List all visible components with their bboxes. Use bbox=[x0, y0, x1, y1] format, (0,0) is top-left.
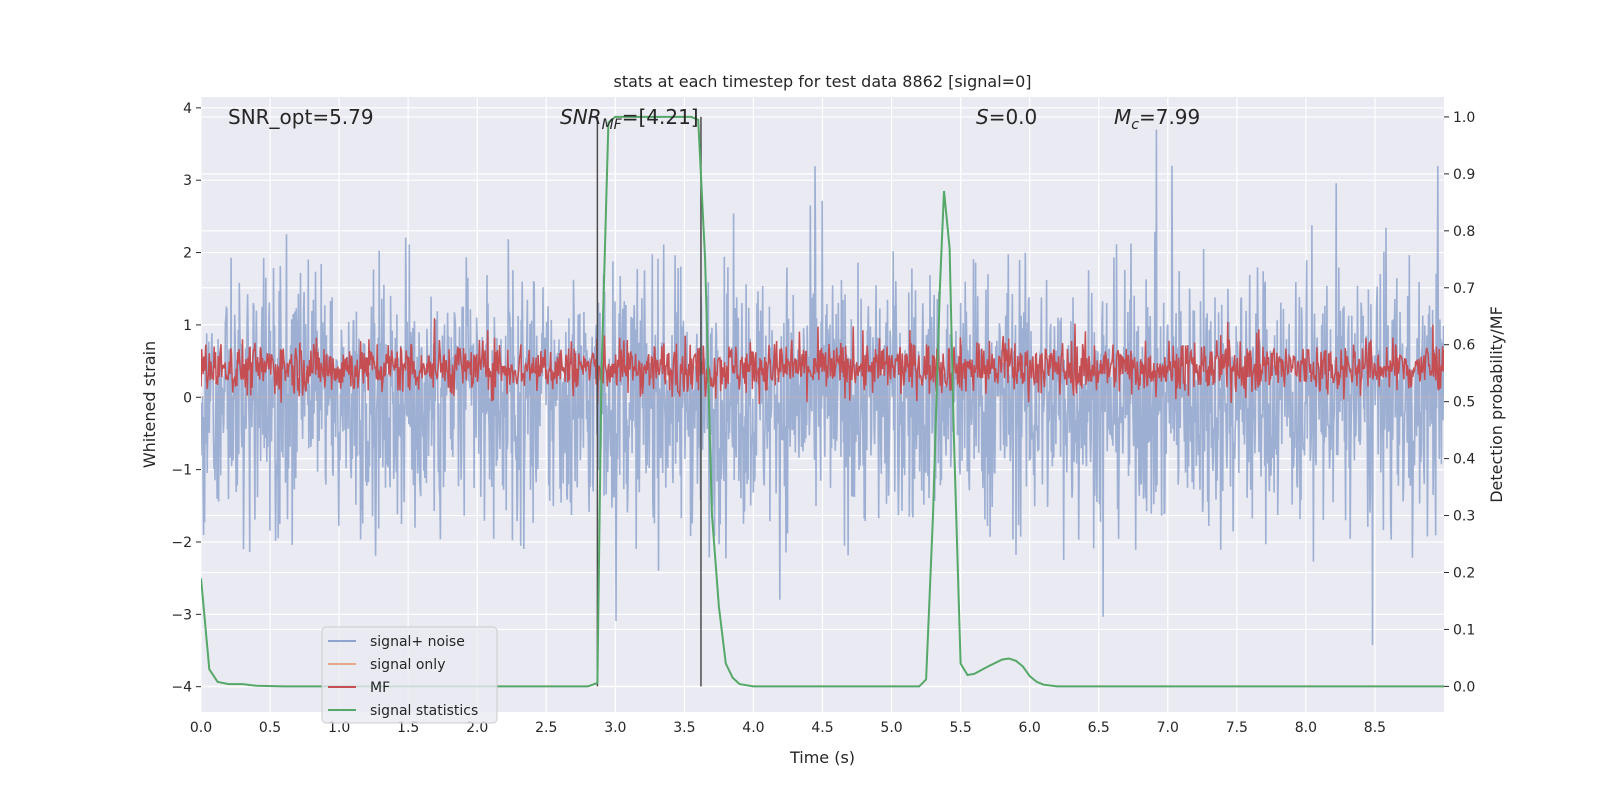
annotation-snr-opt: SNR_opt=5.79 bbox=[228, 105, 374, 129]
annotation-s-value: =0.0 bbox=[989, 105, 1038, 129]
x-ticks: 0.0 0.5 1.0 1.5 2.0 2.5 3.0 3.5 4.0 4.5 5.0 5.5 6.0 6… bbox=[190, 720, 1386, 736]
y-right-tick-label: 0.6 bbox=[1453, 338, 1475, 354]
y-tick-label: 3 bbox=[183, 173, 192, 189]
left-y-ticks: 4 3 2 1 0 −1 −2 −3 −4 bbox=[171, 101, 201, 696]
y-tick-label: −4 bbox=[171, 680, 192, 696]
annotation-snr-mf-label: SNR bbox=[560, 105, 602, 129]
x-tick-label: 4.0 bbox=[742, 720, 764, 736]
y-right-tick-label: 1.0 bbox=[1453, 110, 1475, 126]
x-tick-label: 2.0 bbox=[466, 720, 488, 736]
y-tick-label: −2 bbox=[171, 535, 192, 551]
legend-item: signal+ noise bbox=[328, 634, 465, 650]
x-tick-label: 4.5 bbox=[811, 720, 833, 736]
y-right-tick-label: 0.8 bbox=[1453, 224, 1475, 240]
x-tick-label: 2.5 bbox=[535, 720, 557, 736]
y-right-tick-label: 0.7 bbox=[1453, 281, 1475, 297]
y-right-tick-label: 0.1 bbox=[1453, 622, 1475, 638]
x-tick-label: 3.5 bbox=[673, 720, 695, 736]
x-tick-label: 1.5 bbox=[397, 720, 419, 736]
annotation-mc-label: M bbox=[1114, 105, 1131, 129]
x-tick-label: 5.0 bbox=[880, 720, 902, 736]
x-tick-label: 6.0 bbox=[1019, 720, 1041, 736]
x-tick-label: 5.5 bbox=[949, 720, 971, 736]
series-mf bbox=[201, 318, 1444, 405]
legend-item: signal only bbox=[328, 657, 445, 673]
legend-item: MF bbox=[328, 680, 390, 696]
legend-label: signal statistics bbox=[370, 703, 478, 719]
x-tick-label: 1.0 bbox=[328, 720, 350, 736]
y-tick-label: −3 bbox=[171, 607, 192, 623]
annotation-mc-value: =7.99 bbox=[1139, 105, 1200, 129]
y-right-tick-label: 0.9 bbox=[1453, 167, 1475, 183]
y-tick-label: −1 bbox=[171, 463, 192, 479]
y-tick-label: 4 bbox=[183, 101, 192, 117]
y-right-tick-label: 0.2 bbox=[1453, 565, 1475, 581]
y-right-tick-label: 0.5 bbox=[1453, 395, 1475, 411]
y-right-tick-label: 0.0 bbox=[1453, 679, 1475, 695]
x-axis-label: Time (s) bbox=[789, 748, 855, 767]
x-tick-label: 0.0 bbox=[190, 720, 212, 736]
y-axis-label-right: Detection probability/MF bbox=[1487, 306, 1506, 503]
annotation-snr-mf-sub: MF bbox=[602, 117, 623, 133]
right-y-ticks: 1.0 0.9 0.8 0.7 0.6 0.5 0.4 0.3 0.2 0.1 0.0 bbox=[1444, 110, 1475, 695]
x-tick-label: 0.5 bbox=[259, 720, 281, 736]
x-tick-label: 6.5 bbox=[1088, 720, 1110, 736]
y-right-tick-label: 0.4 bbox=[1453, 452, 1475, 468]
y-tick-label: 0 bbox=[183, 390, 192, 406]
legend-box bbox=[321, 626, 498, 724]
y-tick-label: 1 bbox=[183, 318, 192, 334]
annotation-snr-mf: SNRMF=[4.21] bbox=[560, 105, 699, 133]
annotation-mc-sub: c bbox=[1131, 117, 1139, 133]
legend-label: MF bbox=[370, 680, 390, 696]
x-tick-label: 8.0 bbox=[1295, 720, 1317, 736]
chart-title: stats at each timestep for test data 886… bbox=[613, 72, 1031, 91]
legend: signal+ noise signal only MF signal statist… bbox=[321, 626, 498, 724]
annotation-s: S=0.0 bbox=[976, 105, 1037, 129]
x-tick-label: 8.5 bbox=[1364, 720, 1386, 736]
y-axis-label-left: Whitened strain bbox=[140, 341, 159, 468]
x-tick-label: 7.0 bbox=[1157, 720, 1179, 736]
annotation-snr-mf-value: =[4.21] bbox=[622, 105, 699, 129]
y-right-tick-label: 0.3 bbox=[1453, 509, 1475, 525]
x-tick-label: 7.5 bbox=[1226, 720, 1248, 736]
annotation-mc: Mc=7.99 bbox=[1114, 105, 1200, 133]
y-tick-label: 2 bbox=[183, 246, 192, 262]
legend-label: signal only bbox=[370, 657, 445, 673]
annotation-s-label: S bbox=[976, 105, 989, 129]
legend-item: signal statistics bbox=[328, 703, 478, 719]
x-tick-label: 3.0 bbox=[604, 720, 626, 736]
legend-label: signal+ noise bbox=[370, 634, 465, 650]
